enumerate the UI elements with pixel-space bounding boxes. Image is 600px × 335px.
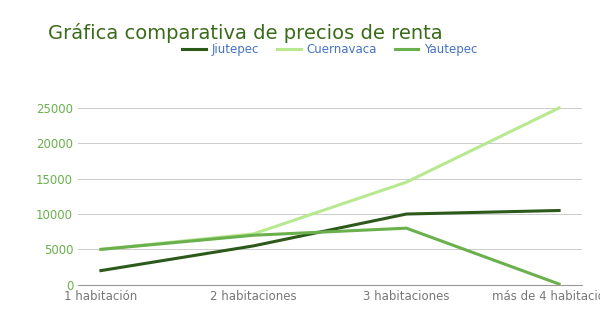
- Legend: Jiutepec, Cuernavaca, Yautepec: Jiutepec, Cuernavaca, Yautepec: [178, 39, 482, 61]
- Cuernavaca: [556, 106, 563, 110]
- Yautepec: [250, 233, 257, 237]
- Cuernavaca: [403, 180, 410, 184]
- Cuernavaca: [97, 247, 104, 251]
- Jiutepec: [97, 269, 104, 273]
- Yautepec: [403, 226, 410, 230]
- Yautepec: [556, 282, 563, 286]
- Text: Gráfica comparativa de precios de renta: Gráfica comparativa de precios de renta: [48, 23, 443, 44]
- Jiutepec: [403, 212, 410, 216]
- Jiutepec: [250, 244, 257, 248]
- Yautepec: [97, 247, 104, 251]
- Line: Jiutepec: Jiutepec: [101, 210, 559, 271]
- Line: Yautepec: Yautepec: [101, 228, 559, 284]
- Cuernavaca: [250, 232, 257, 236]
- Line: Cuernavaca: Cuernavaca: [101, 108, 559, 249]
- Jiutepec: [556, 208, 563, 212]
